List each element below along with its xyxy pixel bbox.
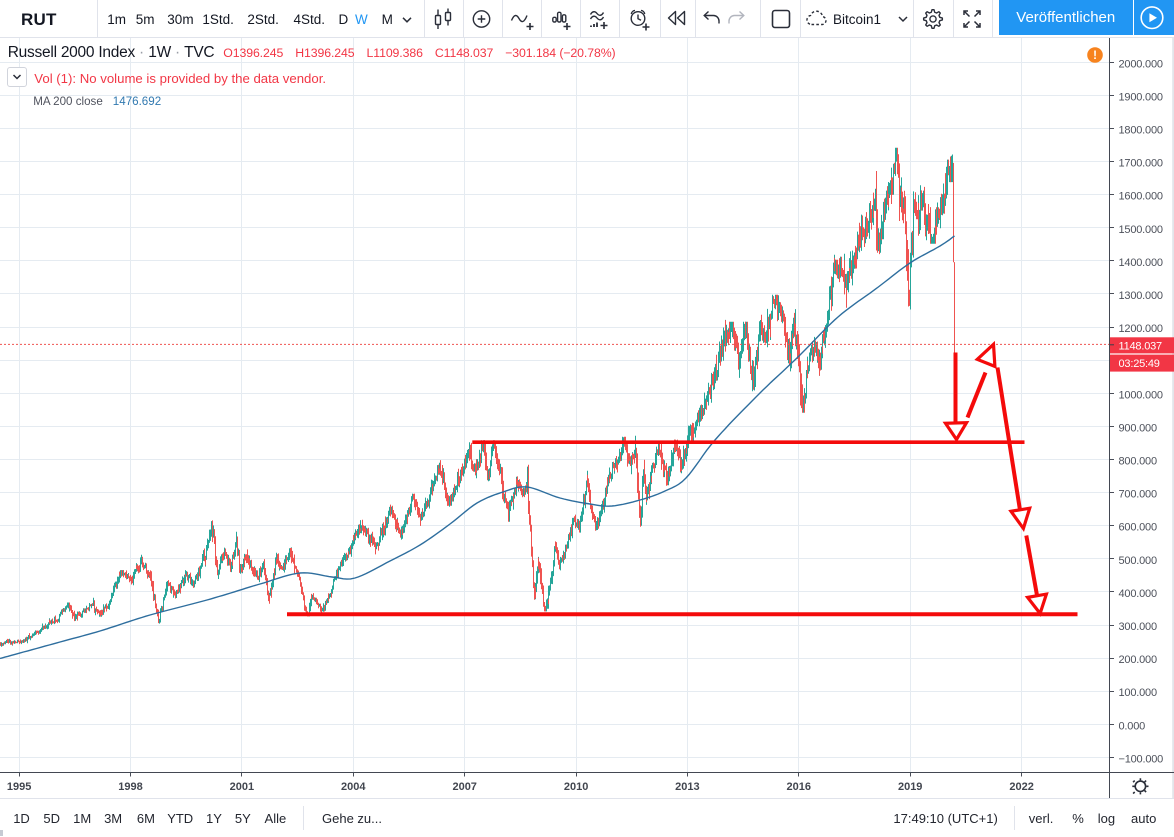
svg-text:1998: 1998 xyxy=(118,781,142,793)
svg-text:800.000: 800.000 xyxy=(1119,456,1157,468)
svg-text:2010: 2010 xyxy=(564,781,588,793)
svg-text:700.000: 700.000 xyxy=(1119,489,1157,501)
svg-text:2007: 2007 xyxy=(452,781,476,793)
svg-text:1500.000: 1500.000 xyxy=(1119,224,1163,236)
svg-text:400.000: 400.000 xyxy=(1119,588,1157,600)
svg-text:300.000: 300.000 xyxy=(1119,621,1157,633)
svg-text:03:25:49: 03:25:49 xyxy=(1119,358,1160,370)
svg-text:!: ! xyxy=(1093,50,1097,62)
svg-text:1000.000: 1000.000 xyxy=(1119,389,1163,401)
svg-text:2013: 2013 xyxy=(675,781,699,793)
svg-text:0.000: 0.000 xyxy=(1119,720,1146,732)
svg-text:2004: 2004 xyxy=(341,781,366,793)
svg-text:1600.000: 1600.000 xyxy=(1119,191,1163,203)
svg-text:2022: 2022 xyxy=(1009,781,1033,793)
svg-text:1900.000: 1900.000 xyxy=(1119,91,1163,103)
svg-text:2000.000: 2000.000 xyxy=(1119,58,1163,70)
svg-text:2001: 2001 xyxy=(230,781,254,793)
svg-text:1148.037: 1148.037 xyxy=(1119,340,1163,352)
svg-text:1700.000: 1700.000 xyxy=(1119,158,1163,170)
svg-text:1200.000: 1200.000 xyxy=(1119,323,1163,335)
svg-text:1800.000: 1800.000 xyxy=(1119,125,1163,137)
svg-text:1400.000: 1400.000 xyxy=(1119,257,1163,269)
svg-text:500.000: 500.000 xyxy=(1119,555,1157,567)
svg-text:−100.000: −100.000 xyxy=(1119,753,1164,765)
svg-text:600.000: 600.000 xyxy=(1119,522,1157,534)
svg-text:1300.000: 1300.000 xyxy=(1119,290,1163,302)
svg-text:200.000: 200.000 xyxy=(1119,654,1157,666)
svg-text:900.000: 900.000 xyxy=(1119,422,1157,434)
svg-text:2016: 2016 xyxy=(787,781,811,793)
svg-text:2019: 2019 xyxy=(898,781,922,793)
svg-text:100.000: 100.000 xyxy=(1119,687,1157,699)
svg-text:1995: 1995 xyxy=(7,781,31,793)
